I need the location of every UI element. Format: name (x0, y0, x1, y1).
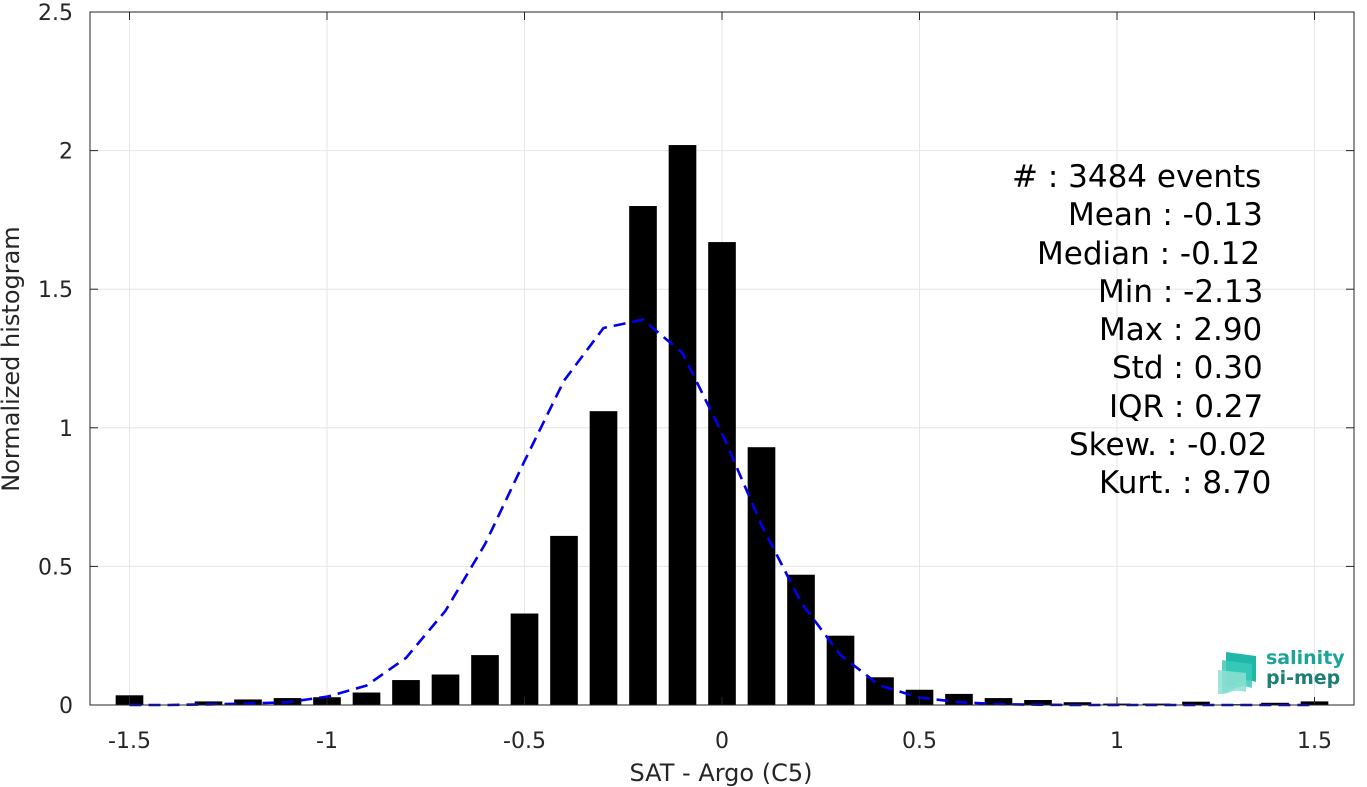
histogram-bar (550, 535, 578, 705)
histogram-bar (984, 698, 1013, 705)
salinity-pimep-logo: salinity pi-mep (1216, 646, 1346, 694)
histogram-bar (1182, 701, 1210, 705)
histogram-bar (1024, 700, 1052, 705)
histogram-bar (866, 677, 894, 705)
stat-skew: Skew. : -0.02 (1069, 427, 1268, 464)
stat-std: Std : 0.30 (1112, 350, 1263, 387)
histogram-bar (787, 574, 815, 705)
histogram-bar (352, 692, 381, 705)
y-tick-label: 2 (59, 140, 73, 165)
stat-max: Max : 2.90 (1099, 312, 1263, 349)
histogram-bars (115, 145, 1329, 706)
logo-line-1: salinity (1266, 647, 1345, 669)
x-tick-label: 1 (1110, 729, 1124, 754)
stat-iqr: IQR : 0.27 (1109, 388, 1264, 425)
y-tick-label: 1 (59, 417, 73, 442)
logo-waves-icon (1218, 652, 1256, 694)
statistics-panel: # : 3484 events Mean : -0.13 Median : -0… (960, 158, 1280, 503)
histogram-bar (510, 613, 539, 705)
histogram-bar (945, 693, 973, 705)
logo-line-2: pi-mep (1266, 667, 1341, 689)
histogram-bar (1261, 702, 1289, 705)
histogram-bar (234, 699, 262, 705)
x-tick-label: -1 (316, 729, 338, 754)
stat-mean: Mean : -0.13 (1068, 197, 1263, 234)
histogram-bar (1063, 702, 1092, 705)
histogram-bar (708, 242, 736, 706)
x-tick-label: 0 (715, 729, 729, 754)
y-tick-label: 0 (59, 694, 73, 719)
stat-events: # : 3484 events (1012, 159, 1262, 195)
stat-kurt: Kurt. : 8.70 (1099, 465, 1272, 502)
stat-min: Min : -2.13 (1098, 273, 1264, 310)
y-axis-label: Normalized histogram (0, 226, 25, 491)
histogram-bar (392, 680, 420, 705)
y-tick-label: 2.5 (38, 1, 73, 26)
logo-text: salinity pi-mep (1266, 648, 1345, 688)
histogram-bar (629, 206, 657, 706)
histogram-bar (589, 411, 618, 705)
y-axis-ticks: 0 0.5 1 1.5 2 2.5 (38, 1, 1354, 719)
x-tick-label: -0.5 (503, 729, 546, 754)
histogram-bar (747, 447, 776, 705)
x-axis-label: SAT - Argo (C5) (630, 759, 813, 787)
x-tick-label: 1.5 (1297, 729, 1332, 754)
x-tick-label: -1.5 (108, 729, 151, 754)
y-tick-label: 0.5 (38, 555, 73, 580)
histogram-bar (826, 635, 855, 705)
x-axis-ticks: -1.5 -1 -0.5 0 0.5 1 1.5 (108, 12, 1332, 754)
histogram-bar (431, 674, 460, 705)
histogram-bar (471, 655, 499, 705)
histogram-bar (668, 145, 697, 705)
stat-median: Median : -0.12 (1037, 235, 1261, 272)
y-tick-label: 1.5 (38, 278, 73, 303)
x-tick-label: 0.5 (902, 729, 937, 754)
